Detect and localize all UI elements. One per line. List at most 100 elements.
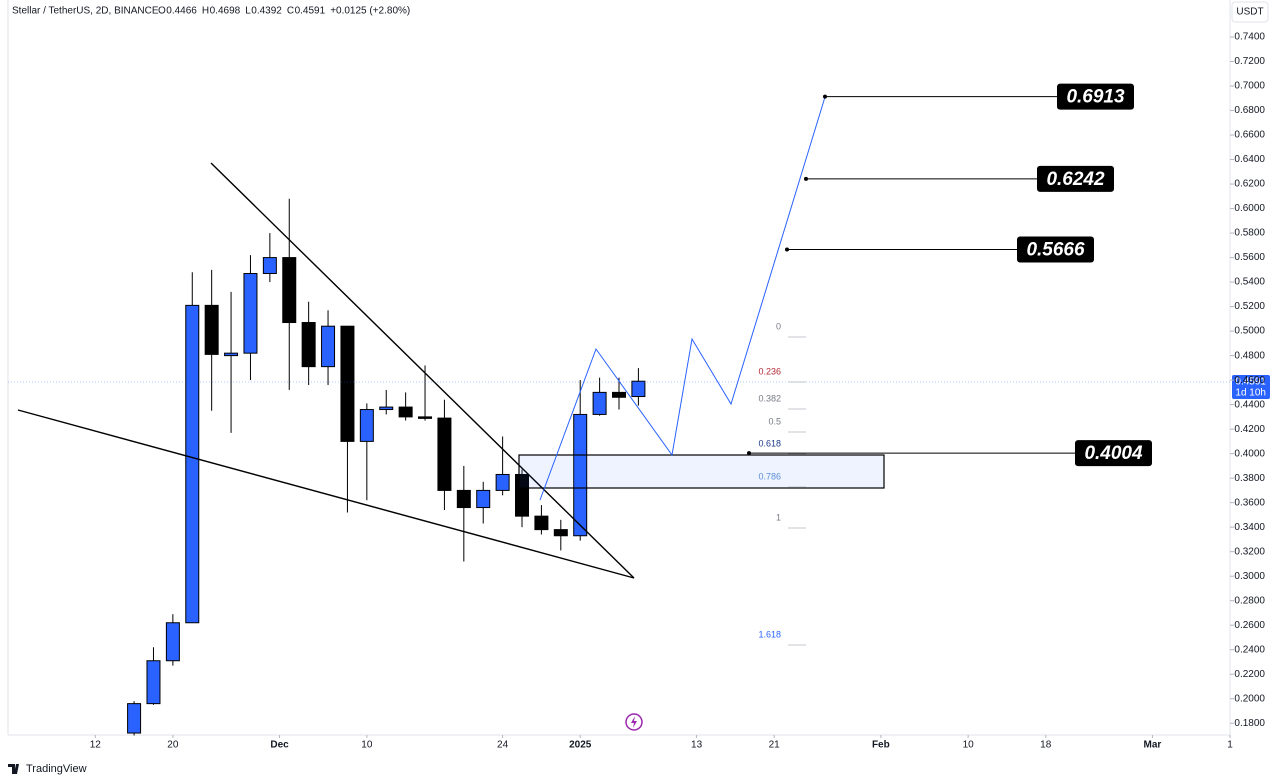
target-dot — [823, 94, 827, 99]
x-tick-label: 20 — [167, 740, 179, 751]
y-tick-label: 0.2200 — [1234, 669, 1265, 680]
candle-body — [146, 660, 161, 705]
y-tick-label: 0.6400 — [1234, 154, 1265, 165]
y-tick-label: 0.5800 — [1234, 228, 1265, 239]
target-dot — [804, 176, 808, 181]
y-tick-label: 0.5200 — [1234, 301, 1265, 312]
ohlc-value: 0.4698 — [210, 6, 241, 17]
y-tick-label: 0.3400 — [1234, 522, 1265, 533]
y-tick-label: 0.7000 — [1234, 81, 1265, 92]
candle-body — [340, 325, 355, 442]
candle-body — [476, 489, 491, 509]
marks — [127, 198, 646, 736]
x-tick-label: 21 — [769, 740, 781, 751]
target-box — [1075, 440, 1152, 467]
y-tick-label: 0.3800 — [1234, 473, 1265, 484]
y-tick-label: 0.7200 — [1234, 56, 1265, 67]
y-tick-label: 0.1800 — [1234, 718, 1265, 729]
candle-body — [224, 352, 239, 357]
y-tick-label: 0.5000 — [1234, 326, 1265, 337]
y-tick-label: 0.6200 — [1234, 179, 1265, 190]
ohlc-value: 0.4466 — [166, 6, 197, 17]
x-tick-label: 13 — [691, 740, 703, 751]
candle-body — [437, 417, 452, 491]
candle-body — [185, 304, 200, 624]
x-tick-label: Mar — [1144, 740, 1162, 751]
x-tick-label: 12 — [90, 740, 102, 751]
x-tick-label: 18 — [1040, 740, 1052, 751]
x-tick-label: Dec — [270, 740, 289, 751]
y-tick-label: 0.2400 — [1234, 644, 1265, 655]
target-box — [1037, 165, 1114, 192]
candle-body — [592, 391, 607, 415]
y-tick-label: 0.6800 — [1234, 105, 1265, 116]
candle-body — [204, 304, 219, 355]
candle-body — [612, 391, 626, 398]
fib-label: 0 — [776, 321, 781, 331]
trend-line — [17, 409, 635, 579]
candle-body — [553, 529, 568, 537]
ohlc-value: 0.4392 — [251, 6, 282, 17]
candle-body — [495, 473, 510, 491]
brand: TradingView — [26, 763, 87, 775]
ohlc-key: H — [202, 6, 209, 17]
candle-body — [301, 322, 316, 368]
y-tick-label: 0.6000 — [1234, 203, 1265, 214]
fib-label: 0.382 — [758, 393, 781, 403]
demand-zone — [518, 454, 885, 489]
candle-body — [456, 489, 471, 509]
ohlc-key: L — [245, 6, 251, 17]
symbol-title: Stellar / TetherUS, 2D, BINANCE — [12, 6, 159, 17]
trend-line — [210, 162, 635, 579]
candle-body — [127, 703, 142, 734]
candle-body — [573, 413, 588, 537]
projection-path — [539, 96, 826, 501]
candle-body — [534, 515, 549, 531]
y-tick-label: 0.2000 — [1234, 693, 1265, 704]
y-tick-label: 0.4800 — [1234, 350, 1265, 361]
y-tick-label: 0.5400 — [1234, 277, 1265, 288]
x-tick-label: 2025 — [569, 740, 592, 751]
currency-box[interactable] — [1231, 1, 1269, 23]
target-label: 0.6913 — [1066, 87, 1125, 108]
candle-body — [359, 409, 374, 442]
x-tick-label: 10 — [963, 740, 975, 751]
fib-label: 0.5 — [768, 416, 781, 426]
x-tick-label: 24 — [497, 740, 509, 751]
fib-label: 0.786 — [758, 471, 781, 481]
candle-body — [165, 622, 180, 662]
ohlc-value: 0.4591 — [295, 6, 326, 17]
lightning-icon[interactable] — [625, 713, 643, 731]
change: +0.0125 (+2.80%) — [330, 6, 410, 17]
ohlc-key: C — [287, 6, 294, 17]
y-tick-label: 0.3600 — [1234, 497, 1265, 508]
brand-mark — [8, 764, 19, 774]
lightning-bolt[interactable] — [631, 716, 637, 728]
candle-body — [631, 380, 646, 398]
y-tick-label: 0.3000 — [1234, 571, 1265, 582]
y-tick-label: 0.4400 — [1234, 399, 1265, 410]
x-tick-label: 1 — [1227, 740, 1233, 751]
target-dot — [785, 247, 789, 252]
y-tick-label: 0.4000 — [1234, 448, 1265, 459]
ohlc-legend: O 0.4466 H 0.4698 L 0.4392 C 0.4591 +0.0125 (+2.… — [158, 6, 410, 17]
last-price: 0.4591 — [1235, 377, 1266, 388]
y-tick-label: 0.2600 — [1234, 620, 1265, 631]
fib-label: 0.618 — [758, 438, 781, 448]
fib-label: 1 — [776, 512, 781, 522]
candle-body — [262, 257, 277, 275]
target-dot — [747, 451, 751, 456]
x-tick-label: Feb — [872, 740, 890, 751]
candle-body — [321, 325, 336, 368]
target-box — [1057, 83, 1134, 110]
x-tick-label: 10 — [361, 740, 373, 751]
currency[interactable]: USDT — [1236, 7, 1263, 18]
ohlc-key: O — [158, 6, 166, 17]
last-price-tag — [1232, 375, 1270, 399]
target-label: 0.6242 — [1046, 169, 1105, 190]
target-box — [1017, 236, 1094, 263]
target-label: 0.4004 — [1084, 443, 1143, 464]
target-label: 0.5666 — [1026, 240, 1085, 261]
fib-levels: 0 0.236 0.382 0.5 0.618 0.786 1 1.618 — [758, 321, 806, 646]
candle-body — [282, 257, 297, 324]
